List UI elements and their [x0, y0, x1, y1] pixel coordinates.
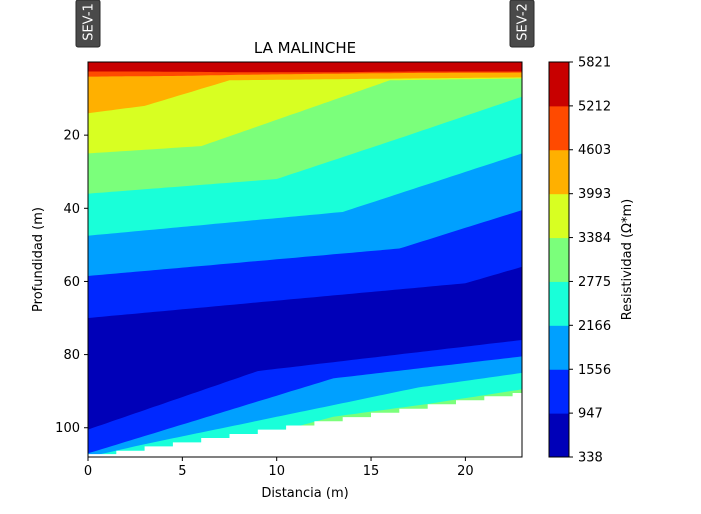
colorbar-tick-label: 2166	[578, 319, 611, 334]
colorbar-tick-label: 3993	[578, 187, 611, 202]
y-tick-label: 40	[63, 202, 80, 217]
y-tick-label: 60	[63, 275, 80, 290]
sev-label-box	[75, 0, 101, 48]
colorbar-segment	[549, 62, 569, 107]
x-tick-label: 10	[268, 464, 285, 479]
sev-label-box	[509, 0, 535, 48]
colorbar-frame	[548, 61, 570, 458]
y-axis-label: Profundidad (m)	[31, 207, 46, 312]
colorbar-tick-label: 2775	[578, 275, 611, 290]
x-tick-label: 0	[84, 464, 92, 479]
colorbar: 338 947 1556 2166 2775 3384 3993 4603 5212 5821	[548, 56, 611, 466]
y-tick-label: 100	[55, 421, 80, 436]
colorbar-tick-label: 5821	[578, 56, 611, 71]
plot-frame	[87, 61, 523, 458]
colorbar-tick-label: 5212	[578, 99, 611, 114]
contour-bands	[88, 62, 522, 457]
colorbar-segment	[549, 237, 569, 282]
colorbar-tick-label: 4603	[578, 143, 611, 158]
chart-title: LA MALINCHE	[254, 39, 356, 57]
y-tick-label: 20	[63, 129, 80, 144]
x-tick-label: 20	[457, 464, 474, 479]
colorbar-tick-label: 1556	[578, 363, 611, 378]
x-tick-label: 5	[178, 464, 186, 479]
x-tick-label: 15	[363, 464, 380, 479]
sev-marker-sev-1: SEV-1	[75, 0, 101, 48]
colorbar-segment	[549, 105, 569, 151]
colorbar-label: Resistividad (Ω*m)	[620, 199, 635, 320]
colorbar-segment	[549, 193, 569, 239]
colorbar-tick-label: 338	[578, 451, 603, 466]
sev-markers: SEV-1 SEV-2	[75, 0, 535, 48]
sev-label-text: SEV-2	[516, 3, 531, 41]
colorbar-segment	[549, 149, 569, 195]
x-axis-label: Distancia (m)	[261, 486, 348, 501]
colorbar-segment	[549, 281, 569, 326]
colorbar-segment	[549, 369, 569, 414]
sev-marker-sev-2: SEV-2	[509, 0, 535, 48]
y-axis-ticks: 20 40 60 80 100	[55, 129, 88, 436]
colorbar-segment	[549, 413, 569, 458]
x-axis-ticks: 0 5 10 15 20	[84, 457, 474, 479]
band-above-5212	[88, 62, 522, 73]
no-data-region	[88, 393, 522, 457]
colorbar-tick-label: 947	[578, 407, 603, 422]
no-data-mask	[88, 393, 522, 457]
y-tick-label: 80	[63, 348, 80, 363]
colorbar-tick-label: 3384	[578, 231, 611, 246]
colorbar-segment	[549, 325, 569, 370]
sev-label-text: SEV-1	[82, 3, 97, 41]
